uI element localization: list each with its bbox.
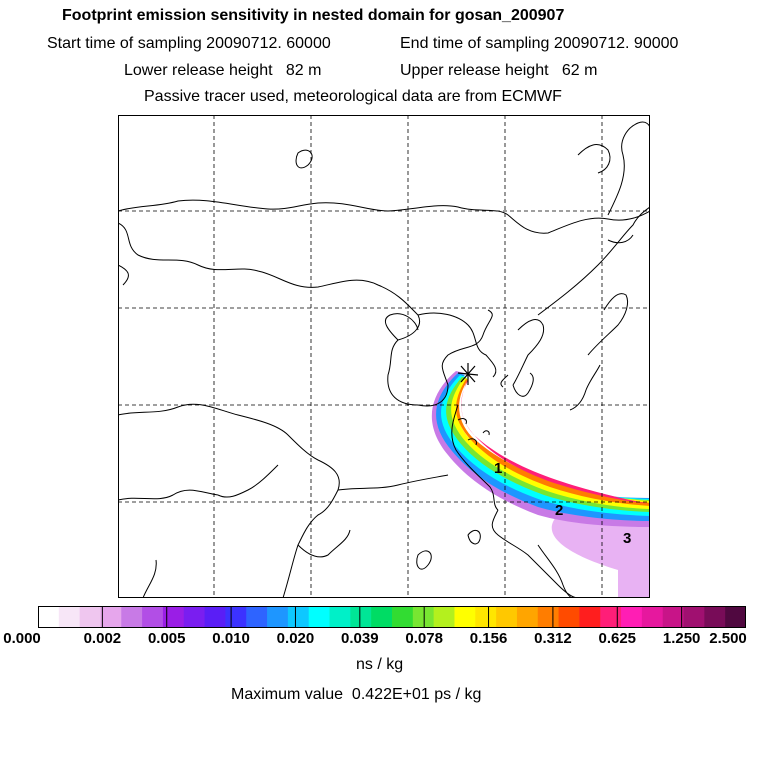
colorbar-label: 0.156 <box>469 630 508 647</box>
colorbar-label: 1.250 <box>662 630 701 647</box>
end-time: End time of sampling 20090712. 90000 <box>400 35 679 52</box>
map-title: Footprint emission sensitivity in nested… <box>62 7 565 24</box>
colorbar-segment <box>412 606 435 628</box>
colorbar-segment <box>38 606 60 628</box>
colorbar-segment <box>392 606 414 628</box>
colorbar-segment <box>600 606 622 628</box>
colorbar-segment <box>183 606 206 628</box>
colorbar-segment <box>725 606 746 628</box>
colorbar-label: 0.078 <box>405 630 443 647</box>
colorbar-segment <box>329 606 351 628</box>
station-star-icon <box>457 363 479 385</box>
tracer-info: Passive tracer used, meteorological data… <box>144 88 562 105</box>
colorbar-segment <box>225 606 247 628</box>
colorbar-segment <box>371 606 393 628</box>
colorbar-segment <box>121 606 143 628</box>
colorbar-segment <box>287 606 310 628</box>
colorbar-label: 0.039 <box>341 630 379 647</box>
maximum-value: Maximum value 0.422E+01 ps / kg <box>231 686 482 703</box>
colorbar <box>38 606 746 628</box>
colorbar-segment <box>516 606 539 628</box>
colorbar-label: 0.002 <box>83 630 122 647</box>
start-time: Start time of sampling 20090712. 60000 <box>47 35 331 52</box>
colorbar-label: 0.000 <box>3 630 41 647</box>
colorbar-segment <box>433 606 455 628</box>
colorbar-segment <box>641 606 664 628</box>
colorbar-segment <box>350 606 372 628</box>
footprint-plume <box>431 371 650 598</box>
colorbar-border <box>38 606 746 628</box>
colorbar-label: 0.005 <box>147 630 186 647</box>
colorbar-segment <box>267 606 289 628</box>
colorbar-segment <box>454 606 476 628</box>
plume-marker-3: 3 <box>623 530 631 547</box>
colorbar-label: 0.625 <box>598 630 637 647</box>
colorbar-segment <box>58 606 81 628</box>
plume-marker-2: 2 <box>555 502 563 519</box>
colorbar-segment <box>558 606 580 628</box>
lower-release-height: Lower release height 82 m <box>124 62 322 79</box>
colorbar-segment <box>162 606 185 628</box>
colorbar-unit: ns / kg <box>356 656 404 673</box>
colorbar-segment <box>662 606 685 628</box>
colorbar-label: 0.010 <box>212 630 250 647</box>
colorbar-label: 2.500 <box>709 630 747 647</box>
footprint-map: 1 2 3 <box>118 115 650 598</box>
upper-release-height: Upper release height 62 m <box>400 62 598 79</box>
colorbar-label: 0.312 <box>534 630 572 647</box>
plume-marker-1: 1 <box>494 460 502 477</box>
colorbar-label: 0.020 <box>276 630 315 647</box>
colorbar-segment <box>704 606 726 628</box>
colorbar-segment <box>621 606 643 628</box>
colorbar-segment <box>246 606 268 628</box>
colorbar-segment <box>683 606 705 628</box>
colorbar-segment <box>579 606 601 628</box>
colorbar-segment <box>308 606 331 628</box>
lat-lon-grid <box>118 115 650 598</box>
coastlines <box>118 121 650 598</box>
colorbar-segment <box>79 606 101 628</box>
colorbar-segment <box>204 606 226 628</box>
colorbar-segment <box>475 606 497 628</box>
colorbar-segment <box>142 606 164 628</box>
colorbar-segment <box>537 606 560 628</box>
colorbar-segment <box>100 606 122 628</box>
colorbar-segment <box>496 606 518 628</box>
